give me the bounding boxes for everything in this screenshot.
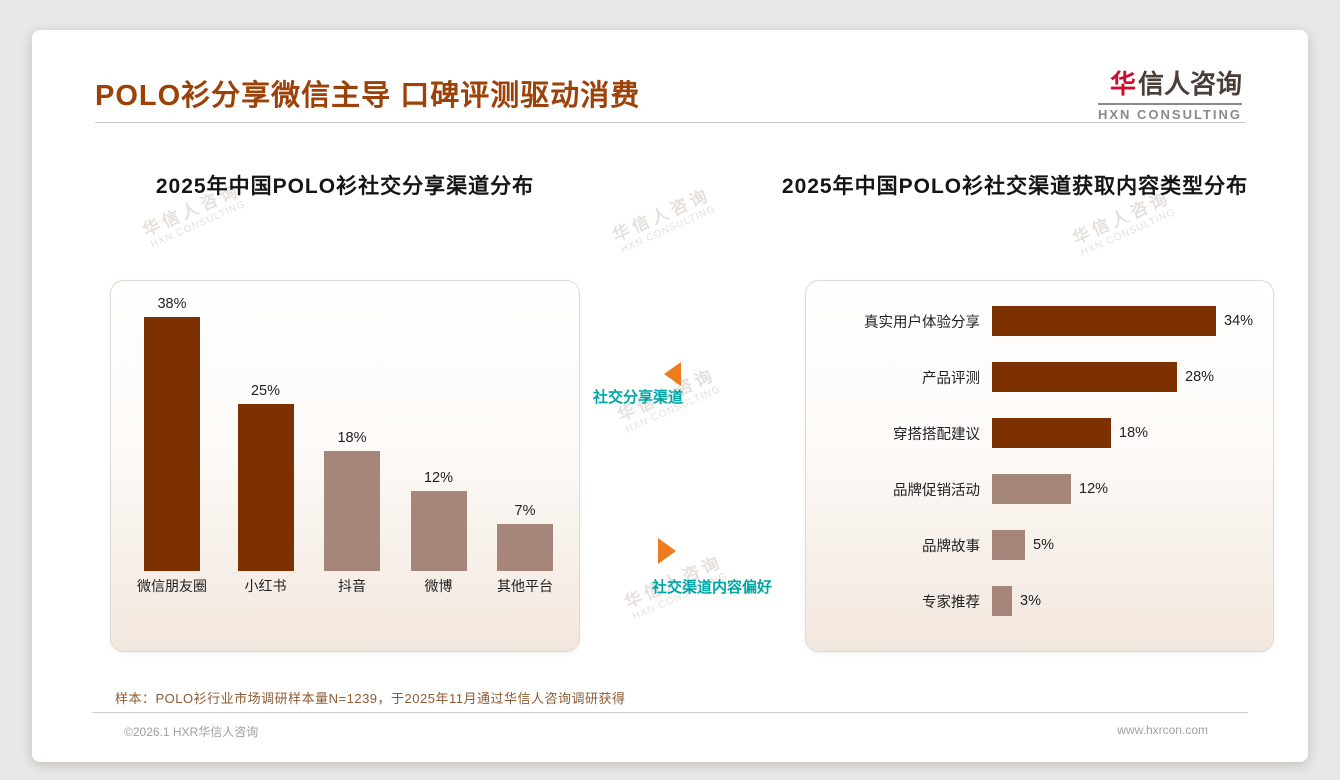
- bar-category-label: 专家推荐: [922, 594, 980, 611]
- bar-row: 专家推荐 3%: [820, 573, 1265, 629]
- bar-column: 7% 其他平台: [497, 503, 553, 601]
- bar: [324, 451, 380, 571]
- bar-value-label: 12%: [1079, 481, 1109, 497]
- footer: ©2026.1 HXR华信人咨询 www.hxrcon.com: [92, 712, 1248, 753]
- watermark: 华信人咨询 HXN CONSULTING: [610, 185, 719, 257]
- content-type-chart-panel: 真实用户体验分享 34% 产品评测 28% 穿搭搭配建议 18% 品牌促销活动 12% 品牌故事…: [805, 280, 1274, 652]
- bar: [992, 586, 1012, 616]
- right-chart-title: 2025年中国POLO衫社交渠道获取内容类型分布: [781, 175, 1249, 198]
- bar: [144, 317, 200, 571]
- header-divider: [95, 122, 1245, 123]
- bar: [992, 530, 1025, 560]
- bar-category-label: 真实用户体验分享: [864, 314, 980, 331]
- share-channel-bars: 38% 微信朋友圈 25% 小红书 18% 抖音 12% 微博 7% 其他平台: [137, 281, 553, 601]
- copyright-text: ©2026.1 HXR华信人咨询: [124, 725, 259, 739]
- bar-category-label: 产品评测: [922, 370, 980, 387]
- bar-category-label: 小红书: [244, 578, 287, 594]
- bar-column: 38% 微信朋友圈: [137, 296, 207, 601]
- watermark-subtext: HXN CONSULTING: [149, 199, 248, 251]
- bar-category-label: 其他平台: [497, 578, 553, 594]
- watermark-subtext: HXN CONSULTING: [619, 204, 718, 256]
- share-channel-label: 社交分享渠道: [592, 389, 683, 406]
- bar-category-label: 微博: [424, 578, 453, 594]
- bar-value-label: 18%: [1119, 425, 1149, 441]
- slide-card: 华信人咨询 HXN CONSULTING 华信人咨询 HXN CONSULTIN…: [32, 30, 1308, 762]
- bar-value-label: 28%: [1185, 369, 1215, 385]
- bar: [992, 306, 1216, 336]
- bar: [237, 404, 294, 571]
- content-preference-label: 社交渠道内容偏好: [651, 579, 772, 596]
- header: POLO衫分享微信主导 口碑评测驱动消费 华信人咨询 HXN CONSULTIN…: [32, 30, 1308, 122]
- bar-row: 品牌故事 5%: [820, 517, 1265, 573]
- logo-name: 信人咨询: [1137, 70, 1242, 99]
- watermark-subtext: HXN CONSULTING: [1079, 207, 1178, 259]
- arrow-left-icon: [664, 362, 681, 386]
- bar-row: 穿搭搭配建议 18%: [820, 405, 1265, 461]
- bar-column: 12% 微博: [410, 470, 467, 601]
- logo-wordmark: 华信人咨询: [1098, 64, 1242, 101]
- logo-icon: 华: [1109, 70, 1136, 99]
- bar-row: 品牌促销活动 12%: [820, 461, 1265, 517]
- bar-value-label: 34%: [1224, 313, 1254, 329]
- logo-subtitle: HXN CONSULTING: [1097, 103, 1242, 122]
- bar-row: 产品评测 28%: [820, 349, 1265, 405]
- bar-value-label: 3%: [1020, 593, 1041, 609]
- left-chart-title: 2025年中国POLO衫社交分享渠道分布: [155, 175, 535, 198]
- bar-value-label: 5%: [1033, 537, 1054, 553]
- bar-category-label: 品牌促销活动: [893, 482, 980, 499]
- bar: [410, 491, 467, 571]
- content-type-rows: 真实用户体验分享 34% 产品评测 28% 穿搭搭配建议 18% 品牌促销活动 12% 品牌故事…: [820, 293, 1265, 629]
- bar-value-label: 7%: [514, 503, 536, 519]
- bar-row: 真实用户体验分享 34%: [820, 293, 1265, 349]
- bar-value-label: 12%: [423, 470, 454, 486]
- bar: [992, 362, 1177, 392]
- bar-category-label: 微信朋友圈: [137, 578, 207, 594]
- bar-column: 18% 抖音: [324, 430, 380, 601]
- website-url: www.hxrcon.com: [1117, 723, 1208, 737]
- arrow-right-icon: [658, 538, 676, 564]
- bar-category-label: 穿搭搭配建议: [893, 426, 980, 443]
- bar: [992, 418, 1111, 448]
- bar-value-label: 18%: [337, 430, 367, 446]
- watermark-text: 华信人咨询: [609, 185, 714, 246]
- bar-column: 25% 小红书: [237, 383, 294, 601]
- bar-value-label: 25%: [250, 383, 281, 399]
- bar: [497, 524, 553, 571]
- share-channel-chart-panel: 38% 微信朋友圈 25% 小红书 18% 抖音 12% 微博 7% 其他平台: [110, 280, 580, 652]
- page-title: POLO衫分享微信主导 口碑评测驱动消费: [95, 80, 641, 112]
- bar-category-label: 品牌故事: [922, 538, 980, 555]
- bar-value-label: 38%: [157, 296, 187, 312]
- sample-footnote: 样本：POLO衫行业市场调研样本量N=1239，于2025年11月通过华信人咨询…: [115, 691, 626, 706]
- company-logo: 华信人咨询 HXN CONSULTING: [1097, 64, 1242, 122]
- bar: [992, 474, 1071, 504]
- bar-category-label: 抖音: [338, 578, 366, 594]
